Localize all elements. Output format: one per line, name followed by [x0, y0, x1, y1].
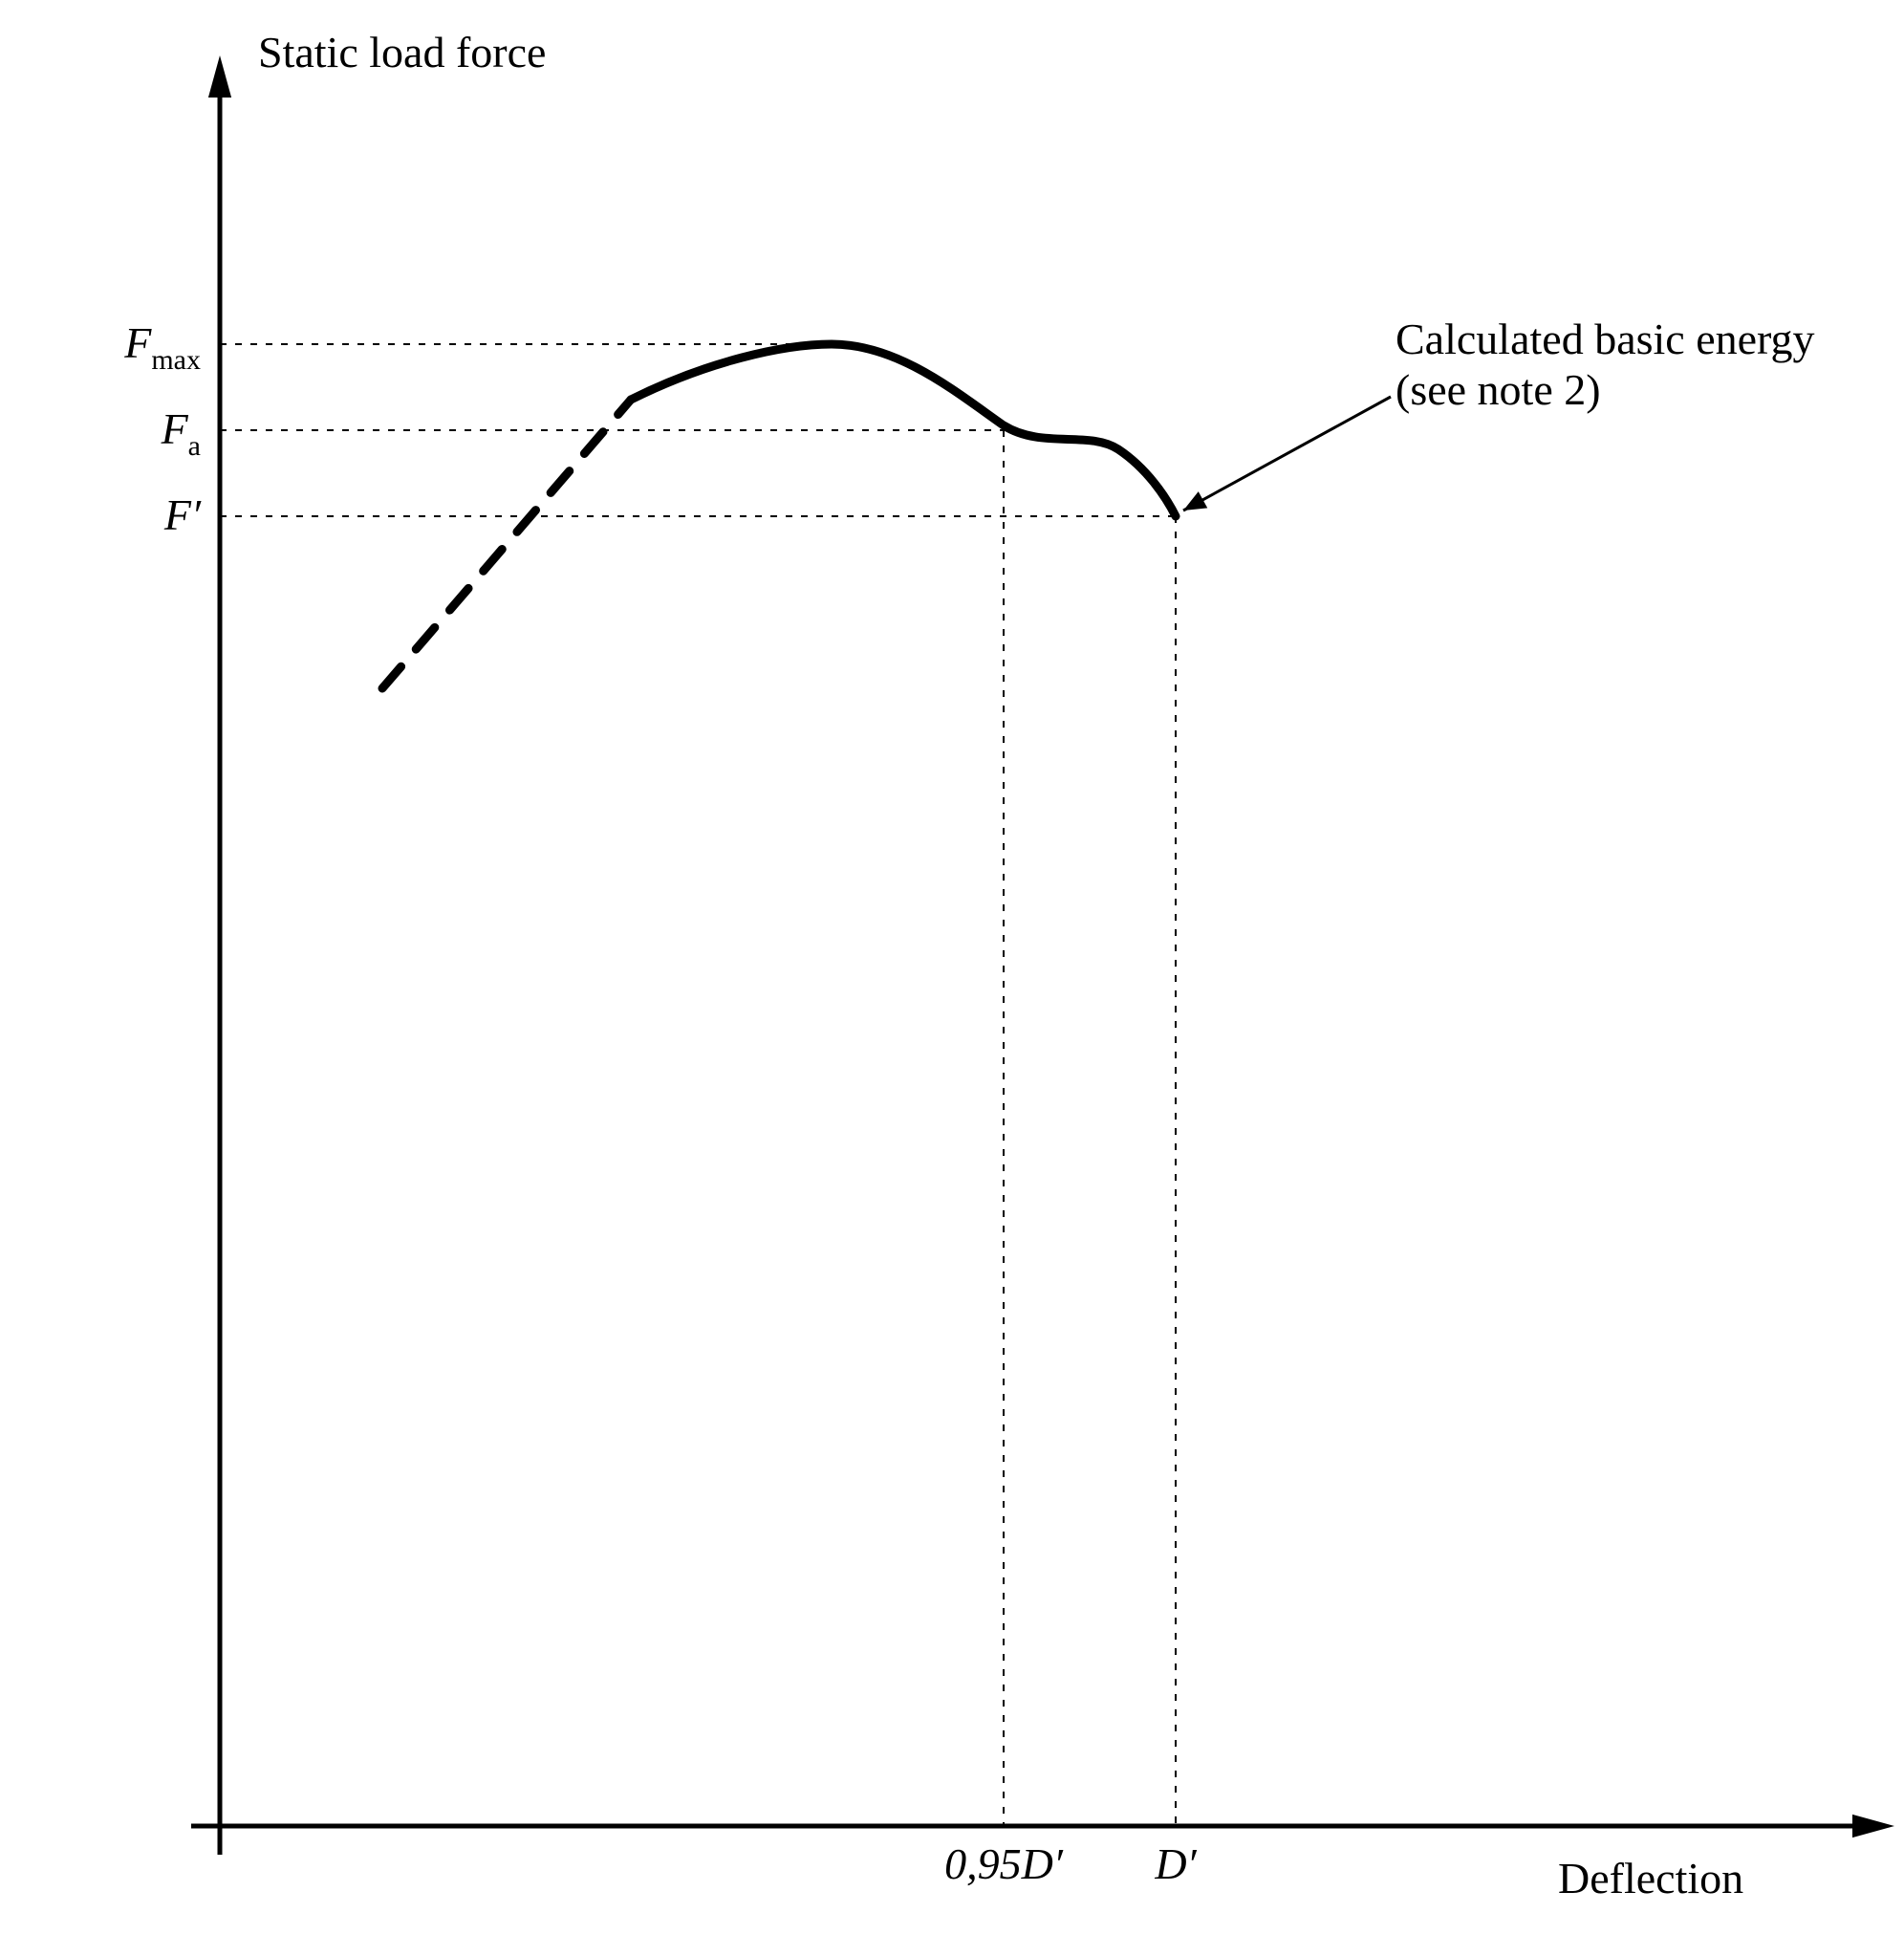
y-axis-title: Static load force [258, 28, 546, 76]
y-tick-fprime: F′ [163, 490, 202, 539]
y-tick-fmax-sub: max [151, 344, 201, 376]
y-tick-fa-sub: a [188, 430, 201, 462]
diagram-background [0, 0, 1904, 1957]
y-tick-fprime-prime: ′ [191, 490, 202, 539]
x-tick-dprime: D′ [1154, 1839, 1197, 1888]
annotation-line2: (see note 2) [1396, 365, 1601, 414]
x-tick-095d: 0,95D′ [944, 1839, 1064, 1888]
y-tick-fprime-main: F [163, 490, 192, 539]
y-tick-fa-main: F [161, 404, 189, 453]
annotation-line1: Calculated basic energy [1396, 315, 1815, 363]
y-tick-fmax-main: F [123, 318, 152, 367]
x-axis-title: Deflection [1558, 1854, 1743, 1903]
